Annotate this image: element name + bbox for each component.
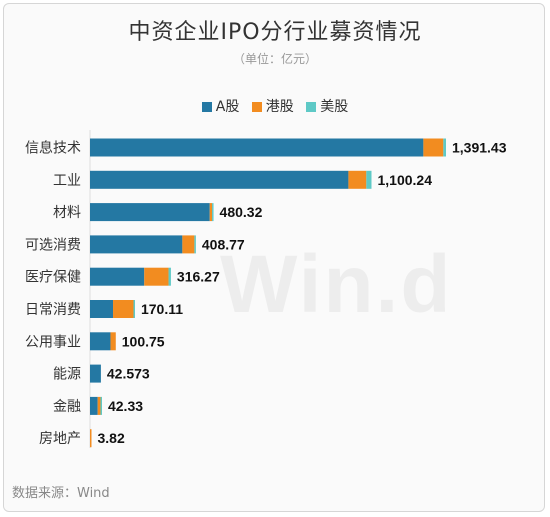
data-label-total: 100.75 [122,333,165,349]
bar-segment-a-share [90,170,349,189]
category-label: 医疗保健 [25,270,81,286]
category-label: 可选消费 [25,237,81,253]
data-label-total: 42.573 [107,366,150,382]
bar-segment-hk-share [90,429,92,448]
bar-segment-hk-share [182,235,195,254]
bar-segment-a-share [90,364,101,383]
legend-label-hk-share: 港股 [265,99,294,115]
source-note: 数据来源：Wind [12,486,110,501]
data-label-total: 3.82 [98,430,125,446]
data-label-total: 170.11 [141,301,183,317]
bar-segment-us-share [168,267,171,286]
bar-segment-hk-share [113,300,134,318]
category-label: 公用事业 [25,334,81,350]
bar-segment-us-share [194,235,196,254]
category-label: 日常消费 [25,302,81,318]
legend-label-a-share: A股 [215,99,240,115]
bar-segment-hk-share [97,396,101,415]
bar-segment-a-share [90,300,114,318]
bar-segment-a-share [90,396,98,415]
data-label-total: 42.33 [108,398,143,414]
legend-swatch-a-share [201,102,212,112]
data-label-total: 1,391.43 [452,140,507,156]
bar-segment-hk-share [209,203,213,222]
data-label-total: 316.27 [177,269,220,285]
data-label-total: 408.77 [202,236,245,252]
bar-segment-a-share [90,235,183,254]
data-label-total: 480.32 [220,204,263,220]
legend: A股 港股 美股 [0,96,550,116]
category-label: 金融 [53,399,81,415]
legend-swatch-hk-share [251,102,262,112]
legend-item-a-share: A股 [201,96,240,116]
legend-item-us-share: 美股 [306,96,348,116]
bar-segment-a-share [90,332,111,351]
legend-label-us-share: 美股 [320,99,349,115]
bar-segment-us-share [212,203,214,222]
category-label: 能源 [53,367,81,383]
unit-subtitle: （单位：亿元） [232,52,317,66]
legend-item-hk-share: 港股 [251,96,294,116]
chart-title: 中资企业IPO分行业募资情况 [128,20,422,45]
legend-swatch-us-share [306,102,317,112]
category-label: 信息技术 [25,140,81,157]
bar-segment-a-share [90,267,145,286]
bar-segment-us-share [366,170,372,189]
watermark-logo: Win.d [220,239,453,330]
bar-segment-us-share [443,138,446,157]
category-label: 材料 [53,205,81,221]
chart-frame [3,3,545,512]
bar-segment-us-share [100,396,102,415]
data-label-total: 1,100.24 [377,172,432,188]
bar-segment-us-share [133,300,135,318]
category-label: 房地产 [39,431,81,447]
bar-segment-hk-share [110,332,116,351]
bar-segment-hk-share [348,170,367,189]
bar-segment-hk-share [144,267,169,286]
bar-segment-hk-share [423,138,444,157]
category-label: 工业 [53,173,81,189]
bar-segment-a-share [90,203,210,222]
bar-segment-a-share [90,138,424,157]
